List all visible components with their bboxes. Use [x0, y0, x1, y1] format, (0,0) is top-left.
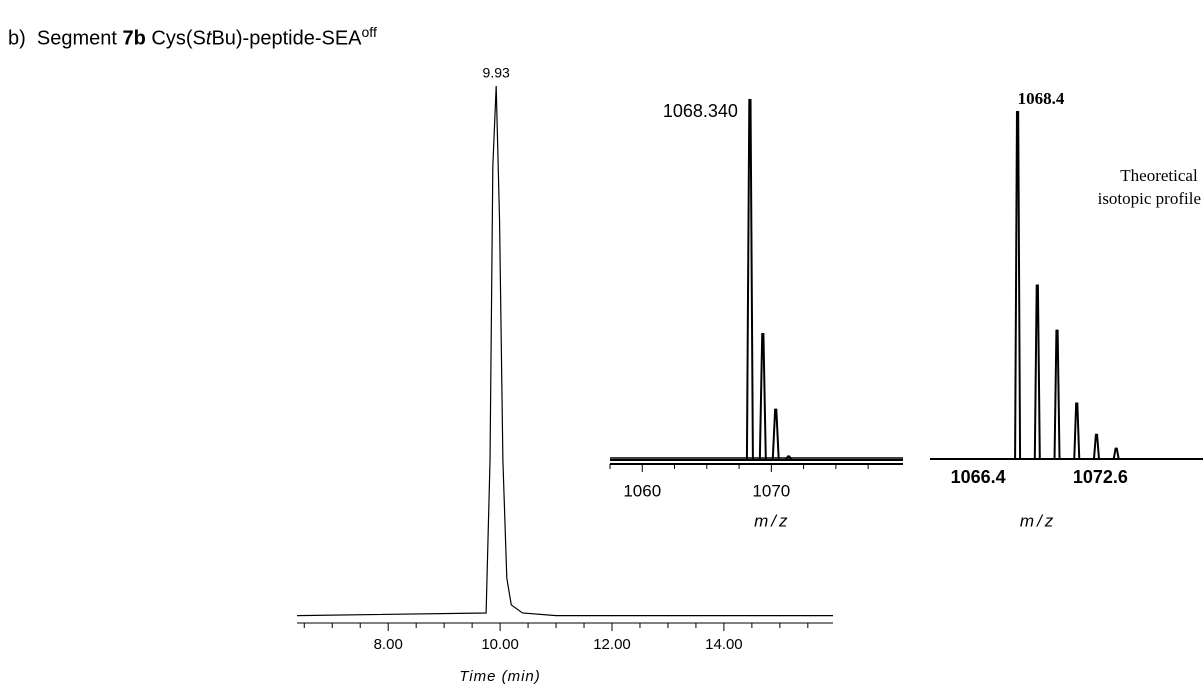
peak-label: 1068.340: [663, 101, 738, 121]
panel-label: b): [8, 27, 26, 50]
peak-label: 1068.4: [1018, 89, 1065, 108]
peak: [1092, 433, 1100, 460]
x-tick-label: 1070: [752, 481, 790, 500]
x-tick-label: 14.00: [705, 636, 743, 653]
note: Theoretical: [1120, 166, 1198, 185]
x-tick-label: 8.00: [374, 636, 403, 653]
heading-text: Segment: [36, 27, 123, 50]
x-axis-label: Time (min): [459, 668, 541, 685]
peak: [771, 408, 780, 461]
x-axis-label: m/z: [754, 511, 790, 530]
x-axis-label: m/z: [1020, 511, 1056, 530]
x-tick-label: 10.00: [481, 636, 519, 653]
peak-label: 9.93: [483, 65, 510, 81]
peak: [1073, 402, 1081, 460]
heading-sup: off: [361, 24, 377, 40]
peak: [784, 455, 793, 461]
heading-italic: t: [205, 27, 212, 50]
x-tick-label: 12.00: [593, 636, 631, 653]
note: isotopic profile: [1098, 189, 1201, 208]
peak: [1112, 447, 1120, 460]
x-tick-label: 1066.4: [951, 467, 1006, 487]
peak: [1014, 111, 1022, 460]
heading-text: Bu)-peptide-SEA: [211, 27, 362, 50]
trace: [296, 85, 833, 617]
x-tick-label: 1060: [623, 481, 661, 500]
peak: [1053, 329, 1061, 460]
peak: [1033, 284, 1041, 460]
heading-bold: 7b: [122, 27, 146, 50]
peak: [758, 333, 767, 461]
peak: [745, 99, 754, 461]
heading: b) Segment 7b Cys(StBu)-peptide-SEAoff: [8, 24, 377, 51]
heading-text: Cys(S: [145, 27, 206, 50]
x-tick-label: 1072.6: [1073, 467, 1128, 487]
